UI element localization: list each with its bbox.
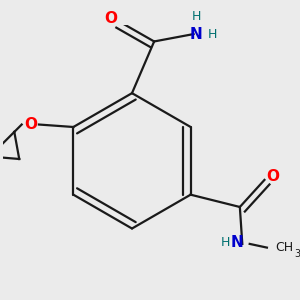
Text: 3: 3 (294, 249, 300, 259)
Text: O: O (105, 11, 118, 26)
Text: H: H (191, 10, 201, 23)
Text: N: N (190, 27, 202, 42)
Text: O: O (24, 117, 37, 132)
Text: CH: CH (275, 241, 294, 254)
Text: O: O (267, 169, 280, 184)
Text: N: N (231, 235, 244, 250)
Text: H: H (207, 28, 217, 40)
Text: H: H (220, 236, 230, 249)
